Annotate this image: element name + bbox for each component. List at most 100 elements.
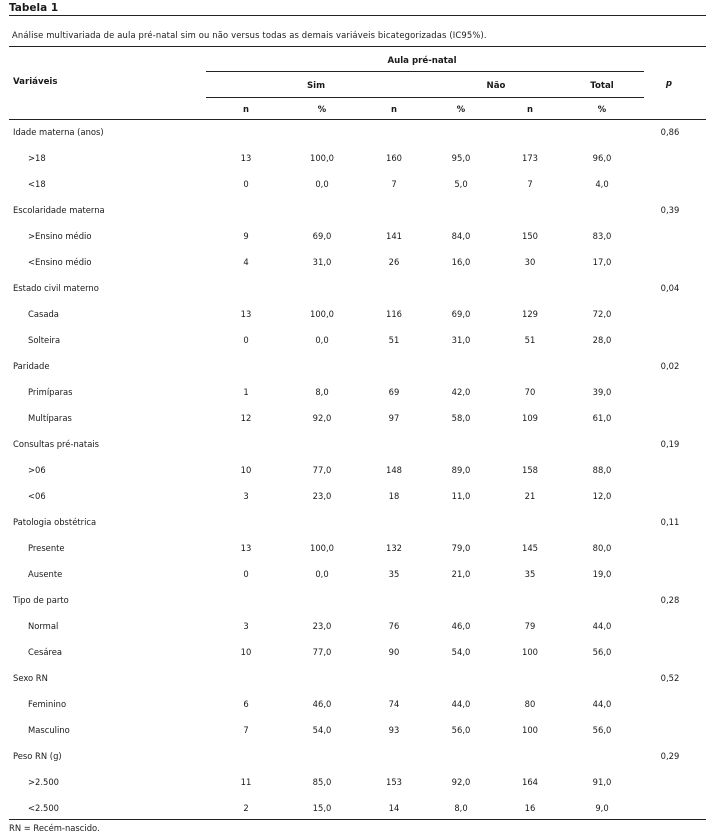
cell-total-pct: 44,0 bbox=[592, 621, 612, 631]
cell-sim-pct: 77,0 bbox=[312, 465, 332, 475]
cell-sim-pct: 46,0 bbox=[312, 699, 332, 709]
cell-nao-pct: 95,0 bbox=[451, 153, 471, 163]
row-label: >2.500 bbox=[28, 777, 59, 787]
group-label: Idade materna (anos) bbox=[13, 127, 104, 137]
row-label: <18 bbox=[28, 179, 46, 189]
cell-nao-pct: 16,0 bbox=[451, 257, 471, 267]
cell-nao-pct: 5,0 bbox=[454, 179, 468, 189]
row-label: Presente bbox=[28, 543, 65, 553]
p-value: 0,52 bbox=[660, 673, 680, 683]
p-value: 0,39 bbox=[660, 205, 680, 215]
cell-sim-n: 3 bbox=[243, 621, 249, 631]
sub-header-sim-pct: % bbox=[317, 104, 327, 114]
cell-total-pct: 72,0 bbox=[592, 309, 612, 319]
cell-sim-pct: 0,0 bbox=[315, 569, 329, 579]
cell-sim-pct: 23,0 bbox=[312, 621, 332, 631]
cell-nao-pct: 44,0 bbox=[451, 699, 471, 709]
cell-total-n: 79 bbox=[524, 621, 536, 631]
cell-sim-n: 2 bbox=[243, 803, 249, 813]
cell-total-n: 158 bbox=[522, 465, 538, 475]
cell-nao-pct: 89,0 bbox=[451, 465, 471, 475]
cell-total-pct: 39,0 bbox=[592, 387, 612, 397]
table-caption: Análise multivariada de aula pré-natal s… bbox=[12, 30, 487, 40]
cell-total-pct: 83,0 bbox=[592, 231, 612, 241]
cell-nao-pct: 58,0 bbox=[451, 413, 471, 423]
cell-nao-n: 93 bbox=[388, 725, 400, 735]
cell-nao-pct: 46,0 bbox=[451, 621, 471, 631]
p-value: 0,19 bbox=[660, 439, 680, 449]
group-rule bbox=[206, 71, 644, 72]
cell-total-pct: 80,0 bbox=[592, 543, 612, 553]
cell-sim-pct: 92,0 bbox=[312, 413, 332, 423]
cell-sim-n: 9 bbox=[243, 231, 249, 241]
row-label: Feminino bbox=[28, 699, 67, 709]
header-variables: Variáveis bbox=[13, 77, 58, 87]
cell-nao-n: 18 bbox=[388, 491, 400, 501]
cell-total-n: 129 bbox=[522, 309, 538, 319]
cell-nao-n: 51 bbox=[388, 335, 400, 345]
p-value: 0,29 bbox=[660, 751, 680, 761]
caption-rule bbox=[9, 46, 706, 47]
cell-sim-pct: 100,0 bbox=[310, 153, 334, 163]
group-label: Paridade bbox=[13, 361, 50, 371]
cell-total-pct: 44,0 bbox=[592, 699, 612, 709]
cell-nao-n: 35 bbox=[388, 569, 400, 579]
cell-total-n: 51 bbox=[524, 335, 536, 345]
group-label: Tipo de parto bbox=[13, 595, 69, 605]
table-title: Tabela 1 bbox=[9, 2, 59, 14]
row-label: <06 bbox=[28, 491, 46, 501]
cell-total-n: 21 bbox=[524, 491, 536, 501]
group-label: Sexo RN bbox=[13, 673, 48, 683]
cell-total-pct: 9,0 bbox=[595, 803, 609, 813]
row-label: >06 bbox=[28, 465, 46, 475]
cell-nao-pct: 11,0 bbox=[451, 491, 471, 501]
cell-sim-n: 0 bbox=[243, 335, 249, 345]
cell-nao-n: 14 bbox=[388, 803, 400, 813]
cell-nao-n: 26 bbox=[388, 257, 400, 267]
row-label: Cesárea bbox=[28, 647, 63, 657]
row-label: Casada bbox=[28, 309, 59, 319]
row-label: Normal bbox=[28, 621, 59, 631]
cell-nao-pct: 21,0 bbox=[451, 569, 471, 579]
cell-total-n: 16 bbox=[524, 803, 536, 813]
cell-total-n: 145 bbox=[522, 543, 538, 553]
group-label: Escolaridade materna bbox=[13, 205, 105, 215]
row-label: Solteira bbox=[28, 335, 61, 345]
cell-nao-n: 148 bbox=[386, 465, 402, 475]
cell-sim-pct: 85,0 bbox=[312, 777, 332, 787]
header-nao: Não bbox=[486, 81, 506, 91]
cell-sim-pct: 100,0 bbox=[310, 543, 334, 553]
p-value: 0,86 bbox=[660, 127, 680, 137]
cell-total-n: 35 bbox=[524, 569, 536, 579]
cell-nao-pct: 92,0 bbox=[451, 777, 471, 787]
cell-nao-n: 141 bbox=[386, 231, 402, 241]
sub-header-nao-pct: % bbox=[456, 104, 466, 114]
cell-total-pct: 56,0 bbox=[592, 725, 612, 735]
cell-sim-n: 0 bbox=[243, 179, 249, 189]
cell-nao-pct: 79,0 bbox=[451, 543, 471, 553]
cell-sim-n: 0 bbox=[243, 569, 249, 579]
cell-sim-n: 11 bbox=[240, 777, 252, 787]
cell-total-pct: 19,0 bbox=[592, 569, 612, 579]
cell-nao-pct: 31,0 bbox=[451, 335, 471, 345]
bottom-rule bbox=[9, 819, 706, 820]
cell-total-pct: 56,0 bbox=[592, 647, 612, 657]
cell-total-n: 164 bbox=[522, 777, 538, 787]
header-p: p bbox=[665, 79, 673, 89]
cell-sim-pct: 100,0 bbox=[310, 309, 334, 319]
cell-nao-n: 90 bbox=[388, 647, 400, 657]
row-label: Masculino bbox=[28, 725, 70, 735]
cell-sim-pct: 54,0 bbox=[312, 725, 332, 735]
cell-sim-n: 12 bbox=[240, 413, 252, 423]
cell-nao-pct: 69,0 bbox=[451, 309, 471, 319]
cell-sim-n: 13 bbox=[240, 543, 252, 553]
cell-sim-n: 6 bbox=[243, 699, 249, 709]
sub-header-total-pct: % bbox=[597, 104, 607, 114]
header-bottom-rule bbox=[9, 119, 706, 120]
cell-sim-pct: 69,0 bbox=[312, 231, 332, 241]
cell-sim-pct: 23,0 bbox=[312, 491, 332, 501]
p-value: 0,11 bbox=[660, 517, 680, 527]
cell-nao-n: 7 bbox=[391, 179, 397, 189]
footnote: RN = Recém-nascido. bbox=[9, 823, 100, 833]
